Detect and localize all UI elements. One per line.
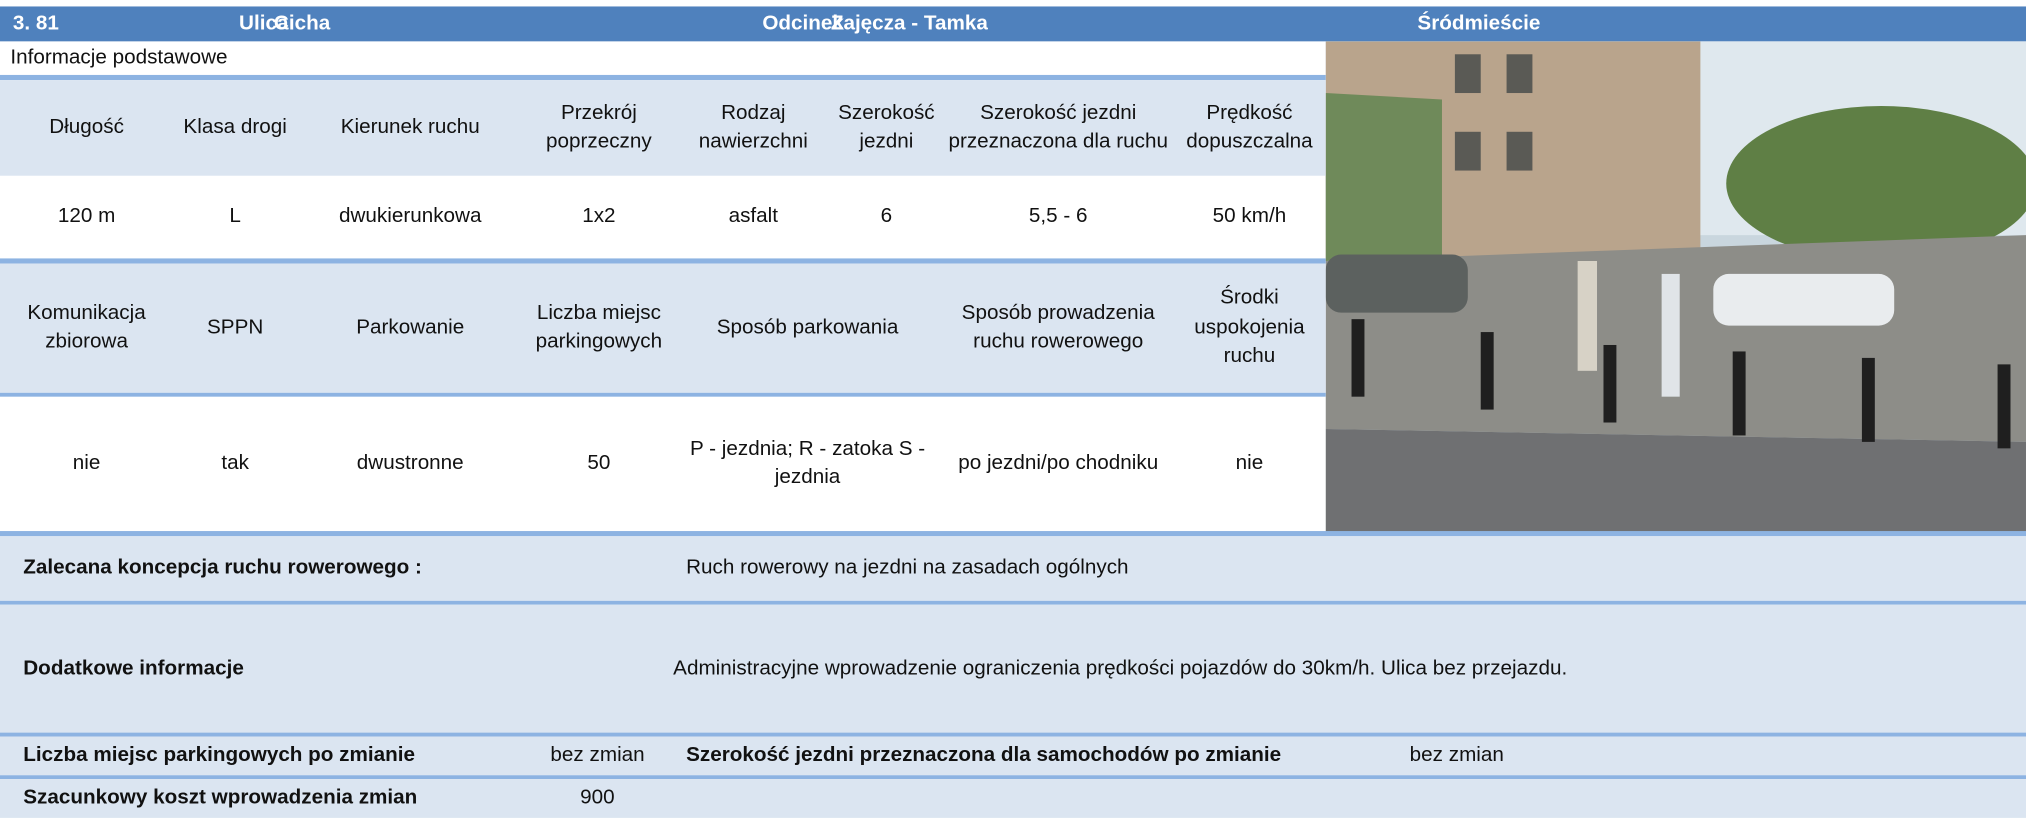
cell-value: 1x2 bbox=[582, 205, 616, 228]
column-header: Szerokość jezdni przeznaczona dla ruchu bbox=[948, 101, 1168, 153]
width-after-label: Szerokość jezdni przeznaczona dla samoch… bbox=[686, 744, 1282, 767]
row-separator bbox=[0, 392, 1326, 397]
street-photo bbox=[1325, 41, 2026, 535]
detail-row bbox=[0, 736, 2026, 776]
cell-value: po jezdni/po chodniku bbox=[958, 451, 1159, 474]
width-after-value: bez zmian bbox=[1409, 744, 1504, 767]
cost-label: Szacunkowy koszt wprowadzenia zmian bbox=[23, 786, 418, 809]
street: Cicha bbox=[273, 12, 331, 35]
additional-value: Administracyjne wprowadzenie ograniczeni… bbox=[673, 657, 1568, 679]
row-separator bbox=[0, 732, 2026, 737]
detail-row bbox=[0, 604, 2026, 733]
column-header: Liczba miejsc parkingowych bbox=[535, 301, 663, 353]
cell-value: 50 km/h bbox=[1212, 205, 1287, 228]
cell-value: nie bbox=[1235, 451, 1264, 474]
header-row bbox=[0, 80, 1326, 176]
row-separator bbox=[0, 74, 1326, 81]
column-header: Sposób parkowania bbox=[716, 316, 899, 339]
column-header: Parkowanie bbox=[356, 316, 465, 339]
cost-value: 900 bbox=[580, 786, 615, 809]
column-header: Rodzaj nawierzchni bbox=[698, 101, 808, 153]
column-header: Prędkość dopuszczalna bbox=[1186, 101, 1313, 153]
parking-after-label: Liczba miejsc parkingowych po zmianie bbox=[23, 744, 416, 767]
detail-row bbox=[0, 779, 2026, 818]
column-header: Sposób prowadzenia ruchu rowerowego bbox=[961, 301, 1155, 353]
column-header: Środki uspokojenia ruchu bbox=[1194, 287, 1305, 368]
header-bar bbox=[0, 6, 2026, 42]
row-separator bbox=[0, 600, 2026, 605]
header-row bbox=[0, 263, 1326, 393]
cell-value: L bbox=[229, 205, 241, 228]
column-header: Przekrój poprzeczny bbox=[546, 101, 652, 153]
recommended-label: Zalecana koncepcja ruchu rowerowego : bbox=[23, 556, 422, 579]
column-header: SPPN bbox=[206, 316, 264, 339]
row-separator bbox=[0, 258, 1326, 264]
cell-value: 5,5 - 6 bbox=[1028, 205, 1088, 228]
section-label: Odcinek bbox=[762, 12, 844, 35]
number: 3. 81 bbox=[12, 12, 59, 35]
column-header: Szerokość jezdni bbox=[838, 101, 935, 153]
additional-label: Dodatkowe informacje bbox=[23, 657, 244, 679]
column-header: Długość bbox=[49, 116, 124, 138]
column-header: Kierunek ruchu bbox=[340, 116, 480, 138]
detail-row bbox=[0, 536, 2026, 601]
cell-value: P - jezdnia; R - zatoka S - jezdnia bbox=[689, 437, 926, 489]
district: Śródmieście bbox=[1417, 12, 1541, 35]
column-header: Komunikacja zbiorowa bbox=[27, 301, 146, 353]
row-separator bbox=[0, 775, 2026, 780]
section: Zajęcza - Tamka bbox=[830, 12, 988, 35]
cell-value: asfalt bbox=[728, 205, 778, 228]
column-header: Klasa drogi bbox=[183, 116, 287, 138]
cell-value: 50 bbox=[587, 451, 611, 474]
recommended-value: Ruch rowerowy na jezdni na zasadach ogól… bbox=[686, 556, 1129, 579]
cell-value: dwukierunkowa bbox=[338, 205, 482, 228]
street-label: Ulica bbox=[239, 12, 289, 35]
row-separator bbox=[0, 531, 2026, 537]
cell-value: 6 bbox=[880, 205, 893, 228]
cell-value: tak bbox=[221, 451, 249, 474]
parking-after-value: bez zmian bbox=[550, 744, 645, 767]
section-title: Informacje podstawowe bbox=[10, 46, 228, 69]
cell-value: nie bbox=[72, 451, 101, 474]
cell-value: 120 m bbox=[57, 205, 116, 228]
cell-value: dwustronne bbox=[356, 451, 464, 474]
